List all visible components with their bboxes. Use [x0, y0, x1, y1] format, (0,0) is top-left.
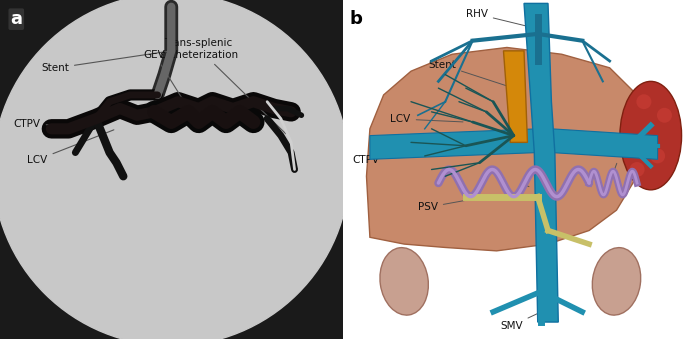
Circle shape [0, 176, 164, 339]
Polygon shape [366, 47, 644, 251]
Circle shape [657, 108, 672, 123]
Text: Stent: Stent [428, 60, 511, 87]
Ellipse shape [593, 247, 640, 315]
Text: a: a [10, 10, 23, 28]
Text: MPV: MPV [527, 142, 556, 158]
Circle shape [178, 176, 575, 339]
Polygon shape [503, 51, 527, 142]
Circle shape [636, 94, 651, 109]
Polygon shape [370, 129, 538, 159]
Circle shape [0, 0, 164, 163]
Polygon shape [551, 129, 658, 159]
Text: CTPV: CTPV [353, 149, 422, 165]
Circle shape [0, 0, 349, 339]
Text: b: b [349, 10, 362, 28]
Text: LCV: LCV [27, 130, 114, 165]
Text: DSV: DSV [610, 148, 632, 180]
Ellipse shape [620, 81, 682, 190]
Text: Trans-splenic
catheterization: Trans-splenic catheterization [159, 38, 286, 134]
Text: SMV: SMV [500, 313, 538, 331]
Circle shape [178, 0, 575, 163]
Text: LCV: LCV [390, 114, 463, 124]
Text: PSV: PSV [418, 197, 484, 212]
Text: Stent: Stent [41, 51, 169, 73]
Circle shape [630, 162, 645, 177]
Ellipse shape [380, 247, 428, 315]
Text: GEV: GEV [144, 49, 187, 106]
Polygon shape [524, 3, 558, 322]
Text: RHV: RHV [466, 9, 528, 26]
Circle shape [650, 148, 665, 163]
Text: CTPV: CTPV [14, 119, 66, 129]
Text: GEV: GEV [523, 184, 556, 199]
